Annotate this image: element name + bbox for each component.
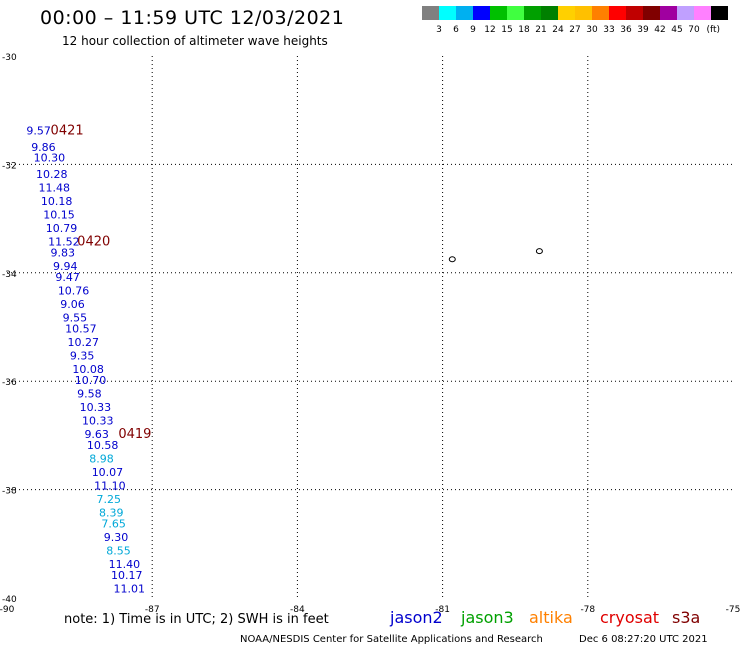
x-tick-label: -84 [290, 605, 305, 615]
chart-subtitle: 12 hour collection of altimeter wave hei… [62, 34, 328, 48]
colorbar-unit: (ft) [706, 25, 721, 35]
wave-height-label: 10.08 [72, 363, 104, 376]
wave-height-label: 10.33 [82, 415, 114, 428]
colorbar-label: 42 [654, 25, 666, 35]
colorbar-label: 3 [436, 25, 442, 35]
footer-date: Dec 6 08:27:20 UTC 2021 [579, 634, 708, 645]
time-label: 0421 [51, 124, 84, 139]
wave-height-label: 10.79 [46, 222, 78, 235]
wave-height-label: 9.86 [31, 141, 56, 154]
y-tick-label: -34 [2, 270, 17, 280]
y-tick-label: -30 [2, 53, 17, 63]
wave-height-label: 8.98 [89, 453, 114, 466]
wave-height-label: 10.70 [75, 374, 107, 387]
colorbar-swatch [490, 6, 507, 20]
colorbar-label: 12 [484, 25, 496, 35]
wave-height-label: 7.25 [97, 493, 122, 506]
wave-height-label: 11.52 [48, 236, 80, 249]
wave-height-label: 11.48 [38, 182, 70, 195]
x-tick-label: -78 [580, 605, 595, 615]
wave-height-label: 8.39 [99, 507, 124, 520]
y-tick-label: -40 [2, 595, 17, 605]
y-tick-label: -32 [2, 161, 17, 171]
wave-height-label: 11.01 [113, 583, 145, 596]
island-outline [535, 248, 543, 255]
island-outline [448, 256, 456, 263]
colorbar-label: 36 [620, 25, 632, 35]
wave-height-label: 10.57 [65, 322, 97, 335]
wave-height-label: 9.94 [53, 260, 77, 273]
colorbar-swatch [507, 6, 524, 20]
x-tick-label: -81 [435, 605, 450, 615]
wave-height-label: 10.30 [34, 152, 65, 165]
colorbar-swatch [660, 6, 677, 20]
colorbar-swatch [456, 6, 473, 20]
colorbar-swatch [524, 6, 541, 20]
colorbar-label: 9 [470, 25, 476, 35]
colorbar-label: 70 [688, 25, 700, 35]
colorbar-label: 33 [603, 25, 615, 35]
y-tick-label: -36 [2, 378, 17, 388]
colorbar-label: 45 [671, 25, 683, 35]
colorbar-swatch [609, 6, 626, 20]
colorbar-swatch [592, 6, 609, 20]
wave-height-label: 10.07 [92, 466, 124, 479]
x-tick-label: -90 [0, 605, 15, 615]
wave-height-label: 10.33 [80, 401, 112, 414]
colorbar-swatch [677, 6, 694, 20]
wave-height-label: 10.28 [36, 168, 68, 181]
colorbar-label: 21 [535, 25, 547, 35]
colorbar-swatch [694, 6, 711, 20]
legend-satellite-jason2: jason2 [390, 608, 443, 627]
wave-height-label: 9.55 [63, 312, 88, 325]
wave-height-label: 9.47 [55, 271, 80, 284]
time-label: 0420 [77, 235, 110, 250]
time-label: 0419 [118, 427, 151, 442]
wave-height-label: 9.58 [77, 387, 102, 400]
colorbar-swatch [439, 6, 456, 20]
legend-note: note: 1) Time is in UTC; 2) SWH is in fe… [64, 612, 329, 627]
wave-height-label: 9.06 [60, 298, 85, 311]
colorbar-swatch [575, 6, 592, 20]
x-tick-label: -75 [726, 605, 740, 615]
colorbar-label: 30 [586, 25, 598, 35]
colorbar-swatch [558, 6, 575, 20]
x-tick-label: -87 [145, 605, 160, 615]
wave-height-label: 9.30 [104, 531, 129, 544]
wave-height-label: 9.63 [84, 428, 109, 441]
colorbar-label: 27 [569, 25, 581, 35]
colorbar-label: 6 [453, 25, 459, 35]
y-tick-label: -38 [2, 487, 17, 497]
colorbar-swatch [643, 6, 660, 20]
wave-height-label: 8.55 [106, 545, 131, 558]
footer-credit: NOAA/NESDIS Center for Satellite Applica… [240, 634, 543, 645]
colorbar-swatch [711, 6, 728, 20]
wave-height-label: 10.18 [41, 195, 73, 208]
wave-height-label: 10.15 [43, 209, 75, 222]
legend-satellite-jason3: jason3 [461, 608, 514, 627]
wave-height-label: 10.76 [58, 284, 90, 297]
legend-satellite-cryosat: cryosat [600, 608, 660, 627]
chart-title: 00:00 – 11:59 UTC 12/03/2021 [40, 7, 345, 29]
colorbar-swatch [626, 6, 643, 20]
colorbar-label: 39 [637, 25, 649, 35]
wave-height-label: 10.27 [68, 336, 100, 349]
wave-height-label: 7.65 [101, 518, 126, 531]
colorbar-swatch [541, 6, 558, 20]
wave-height-label: 9.83 [51, 247, 75, 260]
wave-height-label: 10.17 [111, 569, 143, 582]
colorbar-label: 18 [518, 25, 530, 35]
wave-height-label: 9.57 [26, 125, 51, 138]
wave-height-label: 10.58 [87, 439, 119, 452]
colorbar-swatch [422, 6, 439, 20]
colorbar-label: 24 [552, 25, 564, 35]
colorbar-swatch [473, 6, 490, 20]
colorbar-label: 15 [501, 25, 513, 35]
wave-height-label: 9.35 [70, 350, 95, 363]
wave-height-label: 11.40 [109, 558, 141, 571]
legend-satellite-altika: altika [529, 608, 573, 627]
wave-height-label: 11.10 [94, 480, 126, 493]
legend-satellite-s3a: s3a [672, 608, 701, 627]
